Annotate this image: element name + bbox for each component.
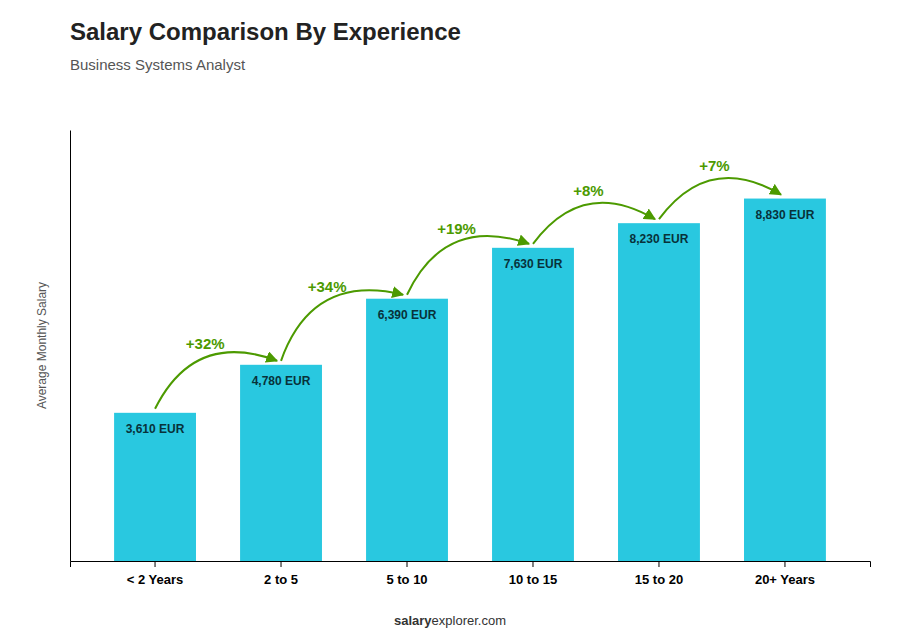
x-tick-label: 15 to 20	[635, 572, 683, 587]
y-axis-line	[70, 131, 71, 562]
growth-arrow	[407, 236, 529, 295]
growth-arrow	[281, 290, 403, 360]
annotation: +32%	[186, 335, 225, 352]
footer-part: salary	[394, 613, 432, 628]
y-axis-title: Average Monthly Salary	[35, 282, 49, 409]
x-tick-mark	[532, 561, 533, 567]
title: Salary Comparison By Experience	[70, 18, 461, 45]
x-axis: < 2 Years 2 to 5 5 to 10 10 to 15 15 to 20 20…	[71, 561, 871, 587]
x-axis-line	[71, 562, 871, 568]
x-tick: < 2 Years	[127, 561, 184, 587]
annotation: +34%	[308, 278, 347, 295]
x-tick: 2 to 5	[264, 561, 298, 587]
plot: < 2 Years 2 to 5 5 to 10 10 to 15 15 to 20 20…	[35, 131, 871, 588]
y-axis	[70, 131, 71, 562]
data-label: 6,390 EUR	[378, 308, 437, 322]
data-label: 3,610 EUR	[126, 422, 185, 436]
x-tick: 5 to 10	[386, 561, 427, 587]
annotation: +7%	[699, 157, 729, 174]
growth-arrow	[533, 203, 655, 244]
x-tick: 10 to 15	[509, 561, 557, 587]
x-tick-label: 20+ Years	[755, 572, 815, 587]
chart: Salary Comparison By Experience Business …	[0, 0, 900, 641]
annotation: +19%	[437, 220, 476, 237]
data-label: 4,780 EUR	[252, 374, 311, 388]
data-label: 7,630 EUR	[504, 257, 563, 271]
data-label: 8,230 EUR	[630, 232, 689, 246]
subtitle: Business Systems Analyst	[70, 56, 246, 73]
x-tick-mark	[784, 561, 785, 567]
data-labels: 3,610 EUR 4,780 EUR 6,390 EUR 7,630 EUR 8,23…	[126, 208, 815, 436]
x-tick-label: < 2 Years	[127, 572, 184, 587]
bar	[366, 299, 448, 561]
x-tick-mark	[658, 561, 659, 567]
annotations: +32% +34% +19% +8% +7%	[155, 157, 781, 408]
x-tick-mark	[155, 561, 156, 567]
bar	[744, 199, 826, 561]
x-tick-label: 2 to 5	[264, 572, 298, 587]
annotation: +8%	[573, 182, 603, 199]
x-tick-label: 10 to 15	[509, 572, 557, 587]
x-tick: 20+ Years	[755, 561, 815, 587]
bar	[492, 248, 574, 561]
x-tick: 15 to 20	[635, 561, 683, 587]
growth-arrow	[155, 352, 277, 409]
growth-arrow	[659, 178, 781, 219]
footer-part: explorer.com	[432, 613, 506, 628]
footer: salaryexplorer.com	[394, 613, 506, 628]
bar	[240, 365, 322, 561]
x-tick-label: 5 to 10	[386, 572, 427, 587]
bar	[114, 413, 196, 561]
data-label: 8,830 EUR	[756, 208, 815, 222]
x-tick-mark	[407, 561, 408, 567]
bar	[618, 223, 700, 561]
x-tick-mark	[281, 561, 282, 567]
bars	[114, 199, 826, 561]
